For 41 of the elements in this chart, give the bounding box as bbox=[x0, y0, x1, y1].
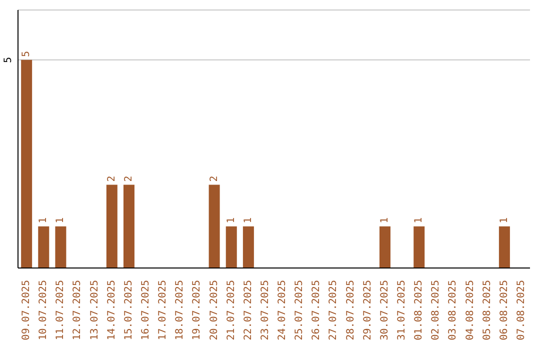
x-tick-label: 21.07.2025 bbox=[226, 280, 237, 340]
x-tick-label: 03.08.2025 bbox=[448, 280, 459, 340]
x-tick-label: 20.07.2025 bbox=[208, 280, 220, 340]
x-tick-label: 13.07.2025 bbox=[89, 280, 100, 340]
x-tick-label: 18.07.2025 bbox=[174, 280, 186, 340]
x-tick-label: 04.08.2025 bbox=[464, 280, 476, 340]
x-tick-label: 27.07.2025 bbox=[328, 280, 340, 340]
data-label: 1 bbox=[379, 217, 390, 224]
x-tick-label: 19.07.2025 bbox=[192, 280, 203, 340]
data-label: 2 bbox=[208, 176, 220, 182]
x-tick-label: 14.07.2025 bbox=[106, 280, 118, 340]
x-tick-label: 26.07.2025 bbox=[311, 280, 322, 340]
x-tick-label: 06.08.2025 bbox=[498, 280, 510, 340]
data-label: 1 bbox=[38, 217, 50, 224]
data-label: 1 bbox=[226, 217, 237, 224]
x-tick-label: 24.07.2025 bbox=[277, 280, 288, 340]
x-tick-label: 23.07.2025 bbox=[260, 280, 271, 340]
x-tick-label: 28.07.2025 bbox=[345, 280, 356, 340]
x-tick-label: 02.08.2025 bbox=[430, 280, 442, 340]
data-label: 5 bbox=[21, 50, 32, 57]
x-tick-label: 10.07.2025 bbox=[38, 280, 50, 340]
x-tick-label: 05.08.2025 bbox=[482, 280, 493, 340]
data-label: 1 bbox=[414, 217, 425, 224]
data-label: 1 bbox=[498, 217, 510, 224]
x-tick-label: 09.07.2025 bbox=[21, 280, 32, 340]
x-tick-label: 30.07.2025 bbox=[379, 280, 390, 340]
x-tick-label: 12.07.2025 bbox=[72, 280, 84, 340]
x-tick-label: 25.07.2025 bbox=[294, 280, 306, 340]
x-tick-label: 22.07.2025 bbox=[242, 280, 254, 340]
data-label: 2 bbox=[123, 176, 134, 182]
data-label: 2 bbox=[106, 176, 118, 182]
x-tick-label: 15.07.2025 bbox=[123, 280, 134, 340]
x-tick-label: 31.07.2025 bbox=[396, 280, 408, 340]
x-tick-label: 16.07.2025 bbox=[140, 280, 152, 340]
data-label: 1 bbox=[242, 217, 254, 224]
data-label: 1 bbox=[55, 217, 66, 224]
x-tick-label: 01.08.2025 bbox=[414, 280, 425, 340]
x-tick-label: 17.07.2025 bbox=[158, 280, 169, 340]
x-tick-label: 11.07.2025 bbox=[55, 280, 66, 340]
x-tick-label: 07.08.2025 bbox=[516, 280, 527, 340]
x-tick-label: 29.07.2025 bbox=[362, 280, 374, 340]
